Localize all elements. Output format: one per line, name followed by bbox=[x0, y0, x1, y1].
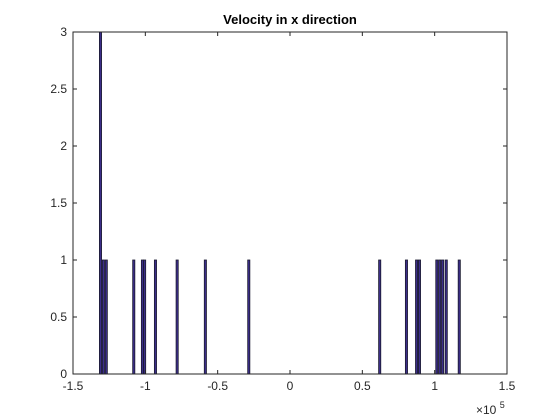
y-tick-label: 0.5 bbox=[50, 310, 67, 324]
histogram-bar-10 bbox=[247, 259, 251, 375]
histogram-bar-14 bbox=[417, 259, 421, 375]
chart-title: Velocity in x direction bbox=[223, 12, 357, 27]
histogram-bar-15 bbox=[435, 259, 439, 375]
histogram-bar-3 bbox=[104, 259, 108, 375]
histogram-bar-7 bbox=[153, 259, 157, 375]
y-axis-ticks: 0 0.5 1 1.5 2 2.5 3 bbox=[50, 25, 507, 381]
y-tick-label: 3 bbox=[60, 25, 67, 39]
histogram-bar-17 bbox=[441, 259, 445, 375]
histogram-bar-18 bbox=[444, 259, 448, 375]
histogram-bar-6 bbox=[143, 259, 147, 375]
y-tick-label: 0 bbox=[60, 367, 67, 381]
x-tick-label: -1.5 bbox=[63, 379, 84, 393]
x-axis-ticks: -1.5 -1 -0.5 0 0.5 1 1.5 bbox=[63, 32, 516, 393]
histogram-bar-1 bbox=[99, 31, 102, 375]
histogram-bar-2 bbox=[101, 259, 105, 375]
x-tick-label: 1.5 bbox=[499, 379, 516, 393]
y-tick-label: 1.5 bbox=[50, 196, 67, 210]
histogram-bar-8 bbox=[175, 259, 179, 375]
x-axis-exponent-base: ×10 bbox=[476, 403, 497, 417]
x-tick-label: -1 bbox=[140, 379, 151, 393]
x-axis-exponent-power: 5 bbox=[500, 400, 505, 410]
x-tick-label: 1 bbox=[431, 379, 438, 393]
y-tick-label: 1 bbox=[60, 253, 67, 267]
x-tick-label: -0.5 bbox=[207, 379, 228, 393]
histogram-bar-11 bbox=[378, 259, 382, 375]
y-tick-label: 2 bbox=[60, 139, 67, 153]
histogram-bar-9 bbox=[203, 259, 207, 375]
histogram-bar-12 bbox=[404, 259, 408, 375]
histogram-bar-19 bbox=[457, 259, 461, 375]
x-tick-label: 0.5 bbox=[354, 379, 371, 393]
histogram-bar-4 bbox=[132, 259, 136, 375]
histogram-bar-16 bbox=[438, 259, 442, 375]
histogram-bar-13 bbox=[415, 259, 419, 375]
x-axis-exponent: ×10 5 bbox=[476, 400, 505, 417]
x-tick-label: 0 bbox=[287, 379, 294, 393]
y-tick-label: 2.5 bbox=[50, 82, 67, 96]
